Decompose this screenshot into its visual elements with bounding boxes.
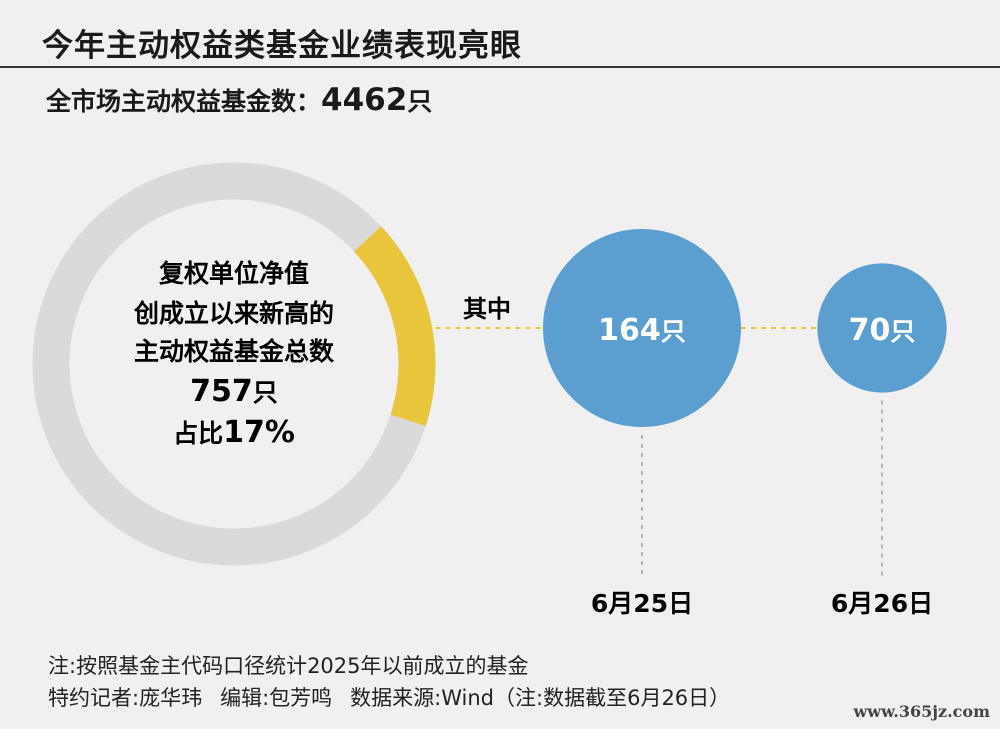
bubble-1: [543, 229, 741, 427]
center-share-value: 17%: [223, 415, 295, 450]
total-label: 全市场主动权益基金数：: [46, 87, 322, 116]
editor-credit: 编辑:包芳鸣: [220, 686, 333, 710]
breakdown-label: 其中: [463, 295, 511, 323]
center-value: 757只: [190, 374, 278, 409]
total-fund-count: 全市场主动权益基金数：4462只: [46, 82, 432, 118]
footnote-line-1: 注:按照基金主代码口径统计2025年以前成立的基金: [48, 654, 529, 678]
footnotes: 注:按照基金主代码口径统计2025年以前成立的基金 特约记者:庞华玮 编辑:包芳鸣…: [48, 650, 730, 714]
bubble-date-1: 6月25日: [591, 589, 693, 618]
bubbles-layer: [543, 229, 947, 427]
bubble-value-2: 70只: [849, 313, 916, 348]
center-line-2: 创成立以来新高的: [133, 299, 334, 328]
dashed-links-layer: [435, 327, 883, 578]
bubble-value-1-unit: 只: [661, 317, 686, 346]
center-share: 占比17%: [173, 415, 295, 450]
center-value-number: 757: [190, 374, 253, 409]
page-title: 今年主动权益类基金业绩表现亮眼: [42, 28, 522, 64]
footnote-line-2: 特约记者:庞华玮 编辑:包芳鸣 数据来源:Wind（注:数据截至6月26日）: [48, 682, 730, 714]
total-value: 4462: [321, 82, 408, 118]
total-unit: 只: [407, 87, 433, 116]
donut-highlight-arc: [353, 226, 436, 427]
reporter-credit: 特约记者:庞华玮: [48, 686, 203, 710]
bubble-2: [817, 263, 947, 393]
title-divider: [0, 66, 1000, 68]
data-source: 数据来源:Wind（注:数据截至6月26日）: [350, 686, 731, 710]
center-value-unit: 只: [253, 378, 278, 407]
watermark-text: www.365jz.com: [853, 702, 990, 721]
center-line-3: 主动权益基金总数: [134, 337, 335, 366]
donut-ring-layer: [32, 162, 436, 566]
bubble-value-2-number: 70: [849, 313, 891, 348]
bubble-value-1: 164只: [598, 313, 686, 348]
bubble-value-1-number: 164: [598, 313, 661, 348]
bubble-value-2-unit: 只: [890, 317, 915, 346]
center-share-prefix: 占比: [173, 419, 223, 448]
bubble-date-2: 6月26日: [831, 589, 933, 618]
center-line-1: 复权单位净值: [159, 259, 309, 288]
